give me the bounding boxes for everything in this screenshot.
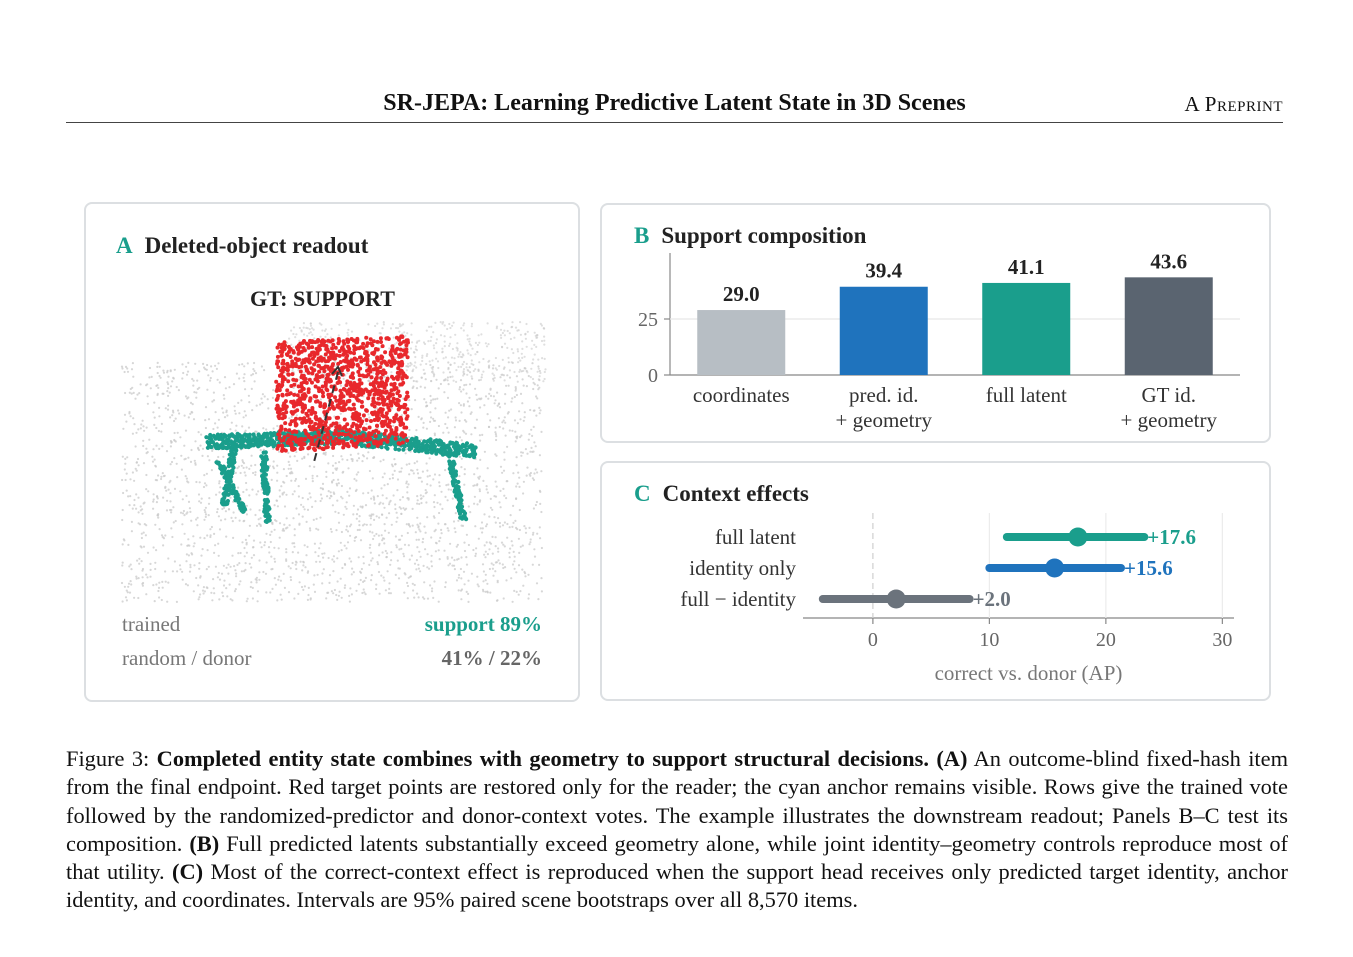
x-tick-label-1: 10 xyxy=(979,629,999,651)
point-estimate-2 xyxy=(886,589,906,609)
panel-c-letter: C xyxy=(634,481,651,506)
panel-b-title: B Support composition xyxy=(634,223,866,249)
x-tick-label-3: 30 xyxy=(1212,629,1232,651)
panel-b-title-text: Support composition xyxy=(661,223,867,248)
point-estimate-1 xyxy=(1045,558,1065,578)
value-label-0: +17.6 xyxy=(1147,525,1196,549)
caption-part-a: An outcome-blind fixed-hash item from th… xyxy=(66,746,1288,856)
paper-title: SR-JEPA: Learning Predictive Latent Stat… xyxy=(383,90,966,116)
row-trained-label: trained xyxy=(122,612,181,636)
row-random-value: 41% / 22% xyxy=(441,646,542,670)
row-label-1: identity only xyxy=(689,556,796,580)
bar-2 xyxy=(982,282,1071,375)
category-label-1-0: pred. id. xyxy=(849,383,918,407)
context-effects-chart: 0 10 20 30 correct vs. donor (AP) full latent… xyxy=(680,513,1234,685)
page-header: SR-JEPA: Learning Predictive Latent Stat… xyxy=(66,88,1283,123)
caption-c-tag: (C) xyxy=(171,859,204,885)
preprint-label: A Preprint xyxy=(1184,92,1283,116)
caption-b-tag: (B) xyxy=(189,830,220,856)
bar-0 xyxy=(697,310,786,375)
row-label-2: full − identity xyxy=(680,587,796,611)
category-label-2-0: full latent xyxy=(986,383,1067,407)
y-tick-label-0: 0 xyxy=(648,365,658,387)
caption-a-tag: (A) xyxy=(936,746,968,771)
caption-bold-title: Completed entity state combines with geo… xyxy=(156,746,929,771)
row-random-label: random / donor xyxy=(122,646,252,670)
panel-a-letter: A xyxy=(116,233,133,258)
panel-b: B Support composition 0 25 29.0 coordinates 3… xyxy=(600,203,1271,443)
panel-c: C Context effects 0 10 20 30 correct vs. dono… xyxy=(600,461,1271,701)
point-cloud-image xyxy=(120,321,547,603)
support-arrow-head xyxy=(331,365,343,377)
caption-part-b: Full predicted latents substantially exc… xyxy=(66,830,1288,885)
point-estimate-0 xyxy=(1068,527,1088,547)
category-label-3-1: + geometry xyxy=(1121,408,1218,432)
x-tick-label-2: 20 xyxy=(1096,629,1116,651)
x-axis-label: correct vs. donor (AP) xyxy=(935,661,1123,685)
caption-part-c: Most of the correct-context effect is re… xyxy=(66,859,1289,913)
value-label-2: +2.0 xyxy=(973,587,1011,611)
bar-value-label-2: 41.1 xyxy=(1008,255,1045,279)
row-trained-value: support 89% xyxy=(424,612,542,636)
gt-label: GT: SUPPORT xyxy=(250,286,395,311)
category-label-3-0: GT id. xyxy=(1142,383,1196,407)
bar-value-label-0: 29.0 xyxy=(723,282,760,306)
target-object-points xyxy=(274,334,410,453)
category-label-0-0: coordinates xyxy=(693,383,790,407)
bar-1 xyxy=(839,286,928,375)
x-tick-label-0: 0 xyxy=(868,629,878,651)
panel-a: A Deleted-object readout trained support … xyxy=(84,202,580,702)
panel-b-letter: B xyxy=(634,223,650,248)
panel-c-title: C Context effects xyxy=(634,481,809,507)
value-label-1: +15.6 xyxy=(1124,556,1173,580)
panel-c-title-text: Context effects xyxy=(662,481,809,506)
row-label-0: full latent xyxy=(715,525,796,549)
support-arrow-line xyxy=(313,371,339,463)
figure-caption: Figure 3: Completed entity state combine… xyxy=(66,745,1288,915)
bar-3 xyxy=(1124,277,1213,375)
bar-value-label-1: 39.4 xyxy=(865,259,902,283)
y-tick-label-1: 25 xyxy=(638,309,658,331)
panel-a-title: A Deleted-object readout xyxy=(116,233,368,259)
panel-a-title-text: Deleted-object readout xyxy=(144,233,369,258)
caption-prefix: Figure 3: xyxy=(66,746,157,771)
category-label-1-1: + geometry xyxy=(836,408,933,432)
bar-value-label-3: 43.6 xyxy=(1150,249,1187,273)
